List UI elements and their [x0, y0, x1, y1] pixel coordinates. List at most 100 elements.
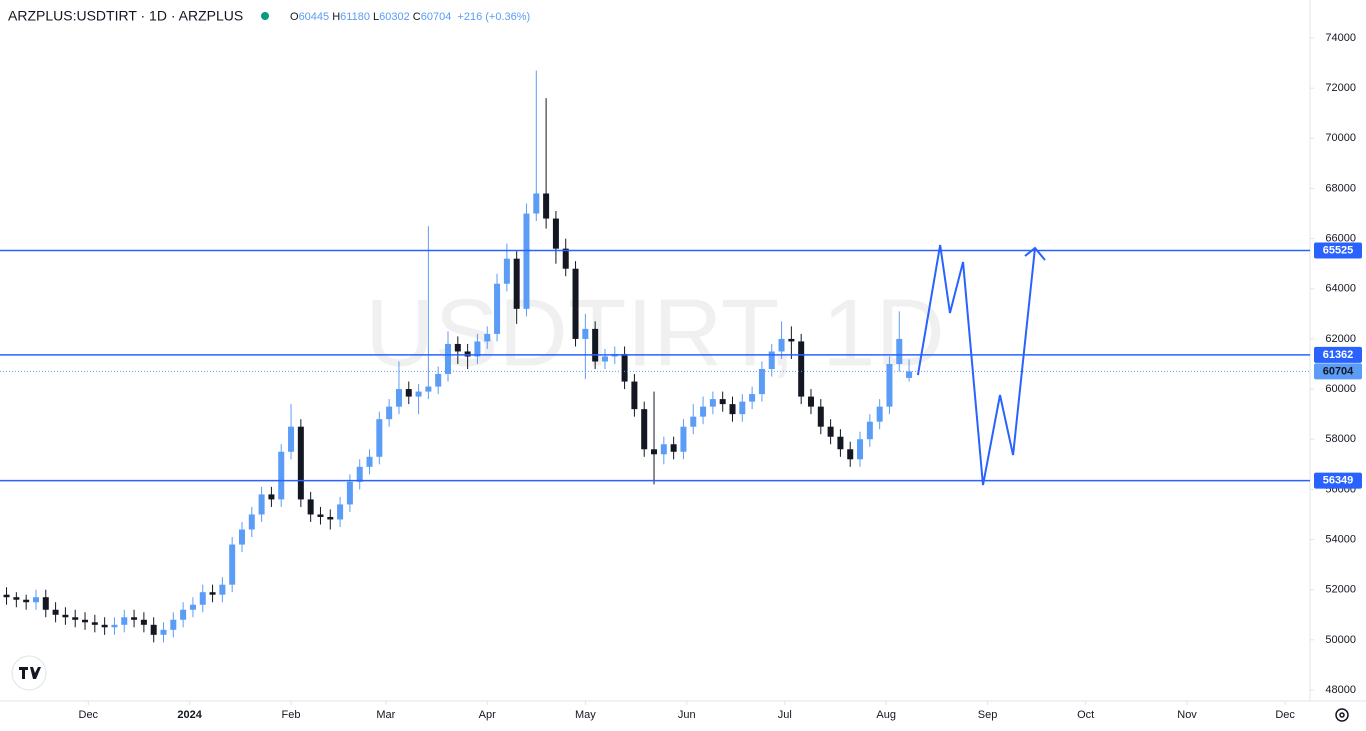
candle-body: [356, 466, 363, 482]
candle-body: [82, 619, 89, 623]
candle-body: [337, 504, 344, 520]
candle-body: [866, 421, 873, 440]
x-tick-label: Oct: [1077, 709, 1094, 721]
candle-body: [248, 514, 255, 530]
y-tick-label: 72000: [1325, 82, 1356, 94]
candle-body: [719, 399, 726, 405]
candle-body: [817, 406, 824, 427]
ohlc-label: H: [332, 11, 340, 23]
ohlc-value: 61180: [340, 11, 370, 23]
candle-body: [366, 456, 373, 467]
candle-body: [749, 394, 756, 402]
candle-body: [42, 597, 49, 610]
candle-body: [601, 356, 608, 362]
candle-body: [199, 592, 206, 605]
candle-body: [680, 426, 687, 452]
candle-body: [709, 399, 716, 407]
watermark: USDTIRT, 1D: [365, 279, 945, 386]
level-label-box: [1314, 346, 1362, 363]
x-tick-label: Jun: [678, 709, 696, 721]
candle-body: [778, 338, 785, 352]
candle-body: [229, 544, 236, 585]
candle-body: [268, 494, 275, 500]
y-tick-label: 48000: [1325, 684, 1356, 696]
candle-body: [62, 614, 69, 618]
candle-body: [729, 404, 736, 415]
candle-body: [376, 419, 383, 457]
candle-body: [32, 597, 39, 603]
candle-body: [288, 426, 295, 452]
candle-body: [651, 449, 658, 455]
candle-body: [857, 439, 864, 460]
candle-body: [209, 592, 216, 595]
level-label: 65525: [1323, 244, 1354, 256]
market-status: [261, 12, 269, 20]
y-tick-label: 62000: [1325, 333, 1356, 345]
x-tick-label: Nov: [1177, 709, 1197, 721]
candle-body: [150, 624, 157, 635]
candle-body: [111, 624, 118, 628]
ohlc-label: O: [290, 11, 299, 23]
y-tick-label: 66000: [1325, 233, 1356, 245]
candle-body: [621, 353, 628, 382]
candle-body: [435, 374, 442, 387]
candle-body: [572, 268, 579, 339]
candle-body: [405, 389, 412, 397]
x-tick-label: Mar: [376, 709, 395, 721]
candle-body: [552, 218, 559, 249]
candle-body: [170, 619, 177, 630]
y-tick-label: 74000: [1325, 32, 1356, 44]
candle-body: [827, 426, 834, 437]
candle-body: [807, 396, 814, 407]
last-price-box: [1314, 363, 1362, 380]
x-tick-label: May: [575, 709, 596, 721]
candle-body: [582, 328, 589, 339]
last-price-label: 60704: [1323, 365, 1354, 377]
candle-body: [3, 594, 10, 598]
candle-body: [23, 599, 30, 603]
candle-body: [445, 343, 452, 375]
candle-body: [739, 401, 746, 415]
candle-body: [768, 351, 775, 370]
x-tick-label: Jul: [778, 709, 792, 721]
candle-body: [886, 364, 893, 407]
candle-body: [327, 516, 334, 520]
candle-body: [660, 444, 667, 455]
x-tick-label: Feb: [282, 709, 301, 721]
candle-body: [484, 333, 491, 342]
candle-body: [52, 609, 59, 615]
y-tick-label: 58000: [1325, 433, 1356, 445]
candle-body: [906, 371, 913, 378]
candle-body: [494, 283, 501, 334]
y-tick-label: 52000: [1325, 584, 1356, 596]
tv-logo[interactable]: [11, 655, 47, 691]
candle-body: [307, 499, 314, 515]
candle-body: [788, 338, 795, 342]
candle-body: [121, 617, 128, 625]
candle-body: [690, 416, 697, 427]
candle-body: [533, 193, 540, 214]
y-tick-label: 60000: [1325, 383, 1356, 395]
candle-body: [346, 481, 353, 505]
candle-body: [140, 619, 147, 625]
candle-body: [503, 258, 510, 284]
candle-body: [219, 584, 226, 595]
candle-body: [562, 248, 569, 269]
y-tick-label: 50000: [1325, 634, 1356, 646]
settings-icon[interactable]: [1335, 708, 1349, 722]
candle-body: [592, 328, 599, 362]
level-label-box: [1314, 472, 1362, 489]
candle-body: [474, 341, 481, 357]
x-tick-label: Aug: [876, 709, 896, 721]
candle-body: [160, 629, 167, 635]
candle-body: [297, 426, 304, 500]
candle-body: [386, 406, 393, 420]
x-tick-label: Dec: [1275, 709, 1295, 721]
candle-body: [180, 609, 187, 620]
projection-arrowhead: [1024, 246, 1046, 261]
y-tick-label: 68000: [1325, 182, 1356, 194]
ohlc-value: 60302: [379, 11, 410, 23]
candle-body: [876, 406, 883, 422]
ohlc-readout: O60445 H61180 L60302 C60704 +216 (+0.36%…: [290, 11, 530, 23]
x-tick-label: Sep: [978, 709, 998, 721]
